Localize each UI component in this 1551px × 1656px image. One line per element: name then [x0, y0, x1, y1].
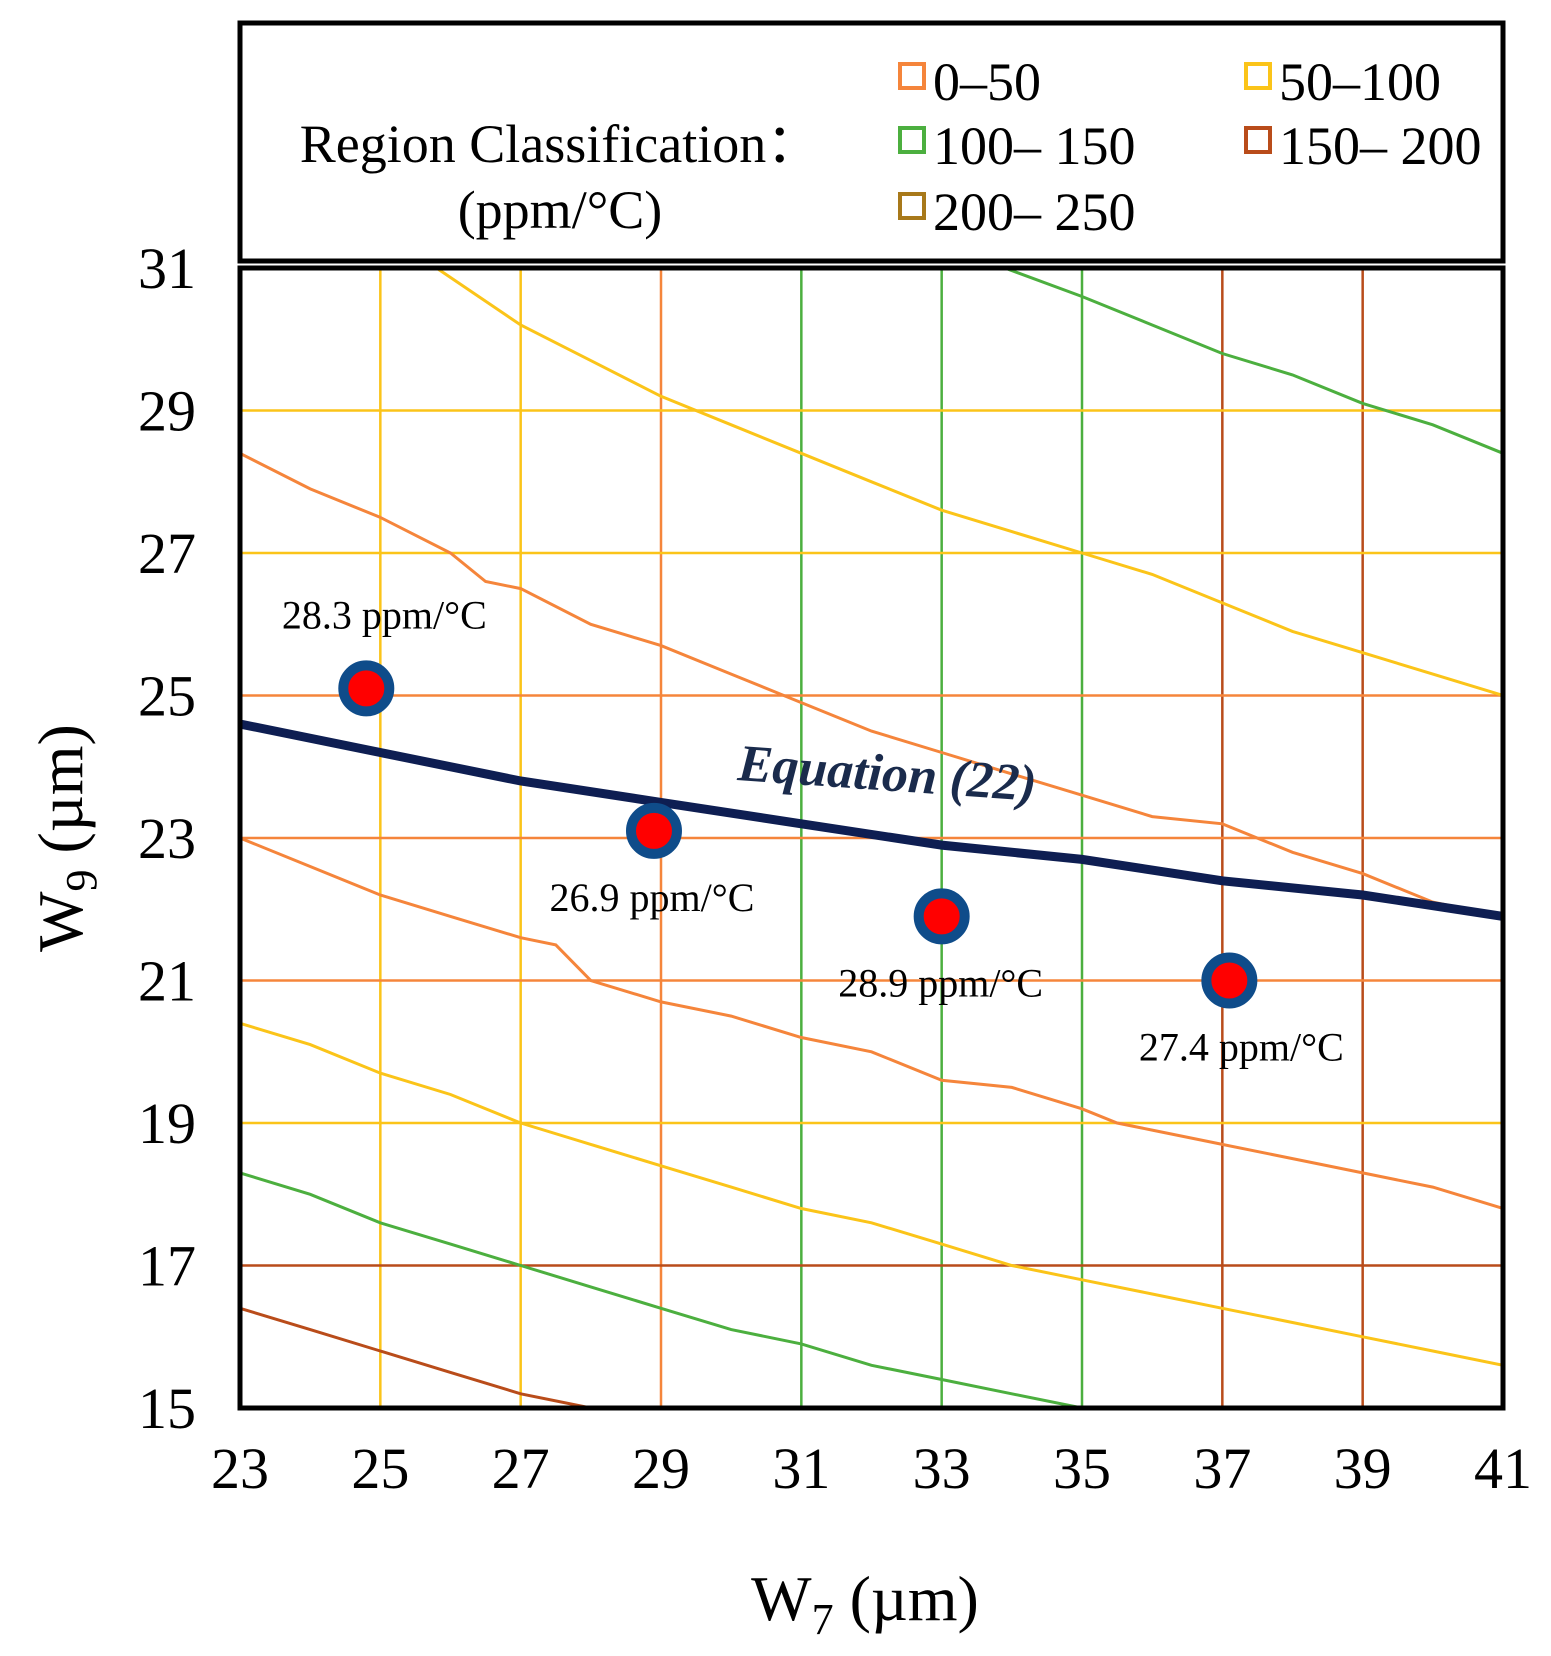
region-boundaries: [240, 268, 1503, 1408]
region-boundary: [240, 836, 1503, 1210]
legend-title: Region Classification：: [300, 114, 820, 174]
x-tick-label: 27: [492, 1436, 550, 1501]
x-tick-label: 25: [351, 1436, 409, 1501]
data-points: 28.3 ppm/°C 26.9 ppm/°C 28.9 ppm/°C 27.4 pp…: [282, 592, 1344, 1069]
data-point-label: 28.3 ppm/°C: [282, 592, 487, 637]
y-tick-label: 31: [138, 236, 196, 301]
legend-label: 0–50: [933, 52, 1041, 112]
x-tick-label: 33: [913, 1436, 971, 1501]
region-boundary: [240, 1171, 1090, 1408]
legend-swatch: [898, 192, 926, 220]
data-point: [625, 802, 682, 859]
legend-entries: 0–50 50–100 100– 150 150– 200 200– 250: [898, 52, 1482, 242]
y-tick-label: 29: [138, 379, 196, 444]
legend-swatch: [1244, 126, 1272, 154]
data-point: [338, 660, 395, 717]
legend-swatch: [898, 126, 926, 154]
region-boundary: [240, 1306, 592, 1408]
x-tick-label: 31: [772, 1436, 830, 1501]
plot-frame: [237, 265, 1506, 1411]
x-tick-label: 35: [1053, 1436, 1111, 1501]
region-boundary: [435, 268, 1503, 697]
y-tick-label: 23: [138, 806, 196, 871]
x-tick-label: 41: [1474, 1436, 1532, 1501]
legend-box: [237, 20, 1506, 264]
equation-22-curve: [240, 719, 1503, 921]
legend-label: 50–100: [1279, 52, 1441, 112]
equation-22-label: Equation (22): [735, 735, 1038, 813]
region-boundary: [1004, 268, 1503, 455]
y-tick-labels: 15 17 19 21 23 25 27 29 31: [138, 236, 196, 1441]
x-tick-label: 29: [632, 1436, 690, 1501]
region-boundary: [240, 1021, 1503, 1367]
y-tick-label: 17: [138, 1234, 196, 1299]
y-axis-title: W9 (µm): [25, 724, 106, 952]
legend-label: 200– 250: [933, 182, 1136, 242]
y-tick-label: 25: [138, 664, 196, 729]
legend-swatch: [898, 62, 926, 90]
x-tick-label: 37: [1193, 1436, 1251, 1501]
data-point: [1201, 952, 1258, 1009]
grid: [240, 268, 1503, 1408]
x-tick-label: 39: [1334, 1436, 1392, 1501]
legend-label: 100– 150: [933, 116, 1136, 176]
data-point-label: 27.4 ppm/°C: [1139, 1025, 1344, 1070]
legend-swatch: [1244, 62, 1272, 90]
x-axis-title: W7 (µm): [751, 1563, 979, 1644]
y-tick-label: 27: [138, 521, 196, 586]
data-point-label: 26.9 ppm/°C: [550, 875, 755, 920]
y-tick-label: 15: [138, 1376, 196, 1441]
data-point: [913, 888, 970, 945]
y-tick-label: 19: [138, 1091, 196, 1156]
y-tick-label: 21: [138, 949, 196, 1014]
x-tick-labels: 23 25 27 29 31 33 35 37 39 41: [211, 1436, 1532, 1501]
legend-subtitle: (ppm/°C): [458, 180, 663, 240]
legend-label: 150– 200: [1279, 116, 1482, 176]
x-tick-label: 23: [211, 1436, 269, 1501]
data-point-label: 28.9 ppm/°C: [838, 960, 1043, 1005]
region-boundary: [240, 451, 1503, 918]
